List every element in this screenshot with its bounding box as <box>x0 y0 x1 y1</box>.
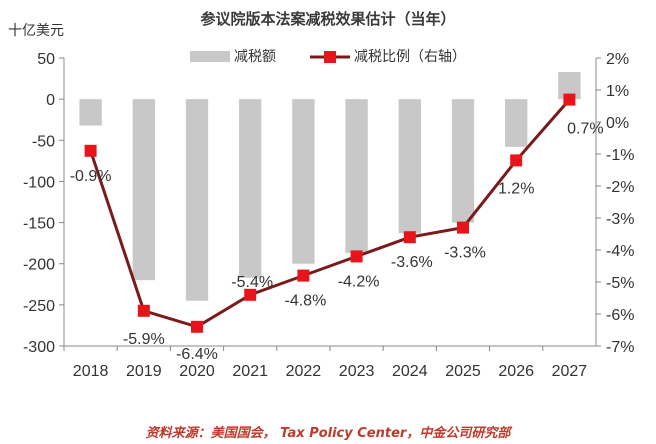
data-label: -5.9% <box>123 331 165 348</box>
y-right-tick-label: -5% <box>606 275 634 292</box>
bar <box>451 99 475 223</box>
ratio-line <box>89 98 571 329</box>
source-note: 资料来源：美国国会， Tax Policy Center，中金公司研究部 <box>146 425 514 441</box>
y-left-tick-label: 50 <box>37 51 55 68</box>
bar <box>185 99 209 301</box>
line-marker <box>191 320 203 333</box>
y-left-tick-label: -300 <box>23 339 55 356</box>
bar <box>505 99 528 147</box>
data-label: -4.8% <box>285 293 327 310</box>
x-tick-label: 2019 <box>126 363 162 380</box>
x-tick-label: 2018 <box>73 363 109 380</box>
line-marker <box>297 269 310 282</box>
data-label: -4.2% <box>338 273 380 290</box>
bar <box>79 99 102 126</box>
y-left-unit: 十亿美元 <box>8 23 64 39</box>
y-right-tick-label: 0% <box>606 115 629 132</box>
y-left-tick-label: -100 <box>23 174 55 191</box>
data-label: -3.3% <box>444 245 486 262</box>
bar <box>398 99 421 234</box>
legend-bar-label: 减税额 <box>234 49 276 65</box>
y-right-tick-label: -7% <box>606 339 634 356</box>
y-right-tick-label: -2% <box>606 179 634 196</box>
bar <box>558 71 581 100</box>
plot-area: 50 0 -50 -100 -150 -200 -250 -300 2% 1% 0% -1% -2% -3… <box>23 51 634 380</box>
x-tick-label: 2026 <box>498 363 534 380</box>
x-tick-label: 2024 <box>392 363 428 380</box>
bar <box>239 99 262 278</box>
line-marker <box>510 154 523 167</box>
x-tick-label: 2025 <box>445 363 481 380</box>
legend-line-label: 减税比例（右轴） <box>354 49 466 65</box>
y-right-tick-label: -4% <box>606 243 634 260</box>
line-marker <box>350 250 363 263</box>
y-left-tick-label: -250 <box>23 298 55 315</box>
bar <box>292 99 315 264</box>
line-marker <box>457 221 469 234</box>
data-label: 0.7% <box>567 121 603 138</box>
legend: 减税额 减税比例（右轴） <box>190 49 466 65</box>
line-marker <box>84 144 97 157</box>
line-marker <box>403 231 416 244</box>
x-tick-label: 2021 <box>232 363 268 380</box>
data-label: -6.4% <box>176 346 218 363</box>
data-label: -3.6% <box>391 254 433 271</box>
legend-bar-swatch <box>190 51 230 62</box>
x-tick-label: 2027 <box>552 363 588 380</box>
bar <box>132 99 155 281</box>
line-marker <box>563 93 576 106</box>
data-label: -0.9% <box>70 168 112 185</box>
y-right-tick-label: -3% <box>606 211 634 228</box>
y-right-tick-label: -6% <box>606 307 634 324</box>
line-marker <box>244 288 257 301</box>
data-label: 1.2% <box>498 180 534 197</box>
y-left-tick-label: -50 <box>32 133 55 150</box>
line-marker <box>137 304 150 317</box>
chart-title: 参议院版本法案减税效果估计（当年） <box>200 10 455 28</box>
x-tick-label: 2020 <box>179 363 215 380</box>
legend-line-marker <box>324 51 336 63</box>
y-left-tick-label: -150 <box>23 216 55 233</box>
y-right-tick-label: 2% <box>606 51 629 68</box>
y-left-tick-label: -200 <box>23 257 55 274</box>
x-tick-label: 2022 <box>286 363 322 380</box>
y-right-tick-label: 1% <box>606 83 629 100</box>
bar <box>345 99 368 254</box>
y-right-tick-label: -1% <box>606 147 634 164</box>
y-left-tick-label: 0 <box>46 92 55 109</box>
x-tick-label: 2023 <box>339 363 375 380</box>
data-label: -5.4% <box>231 274 273 291</box>
